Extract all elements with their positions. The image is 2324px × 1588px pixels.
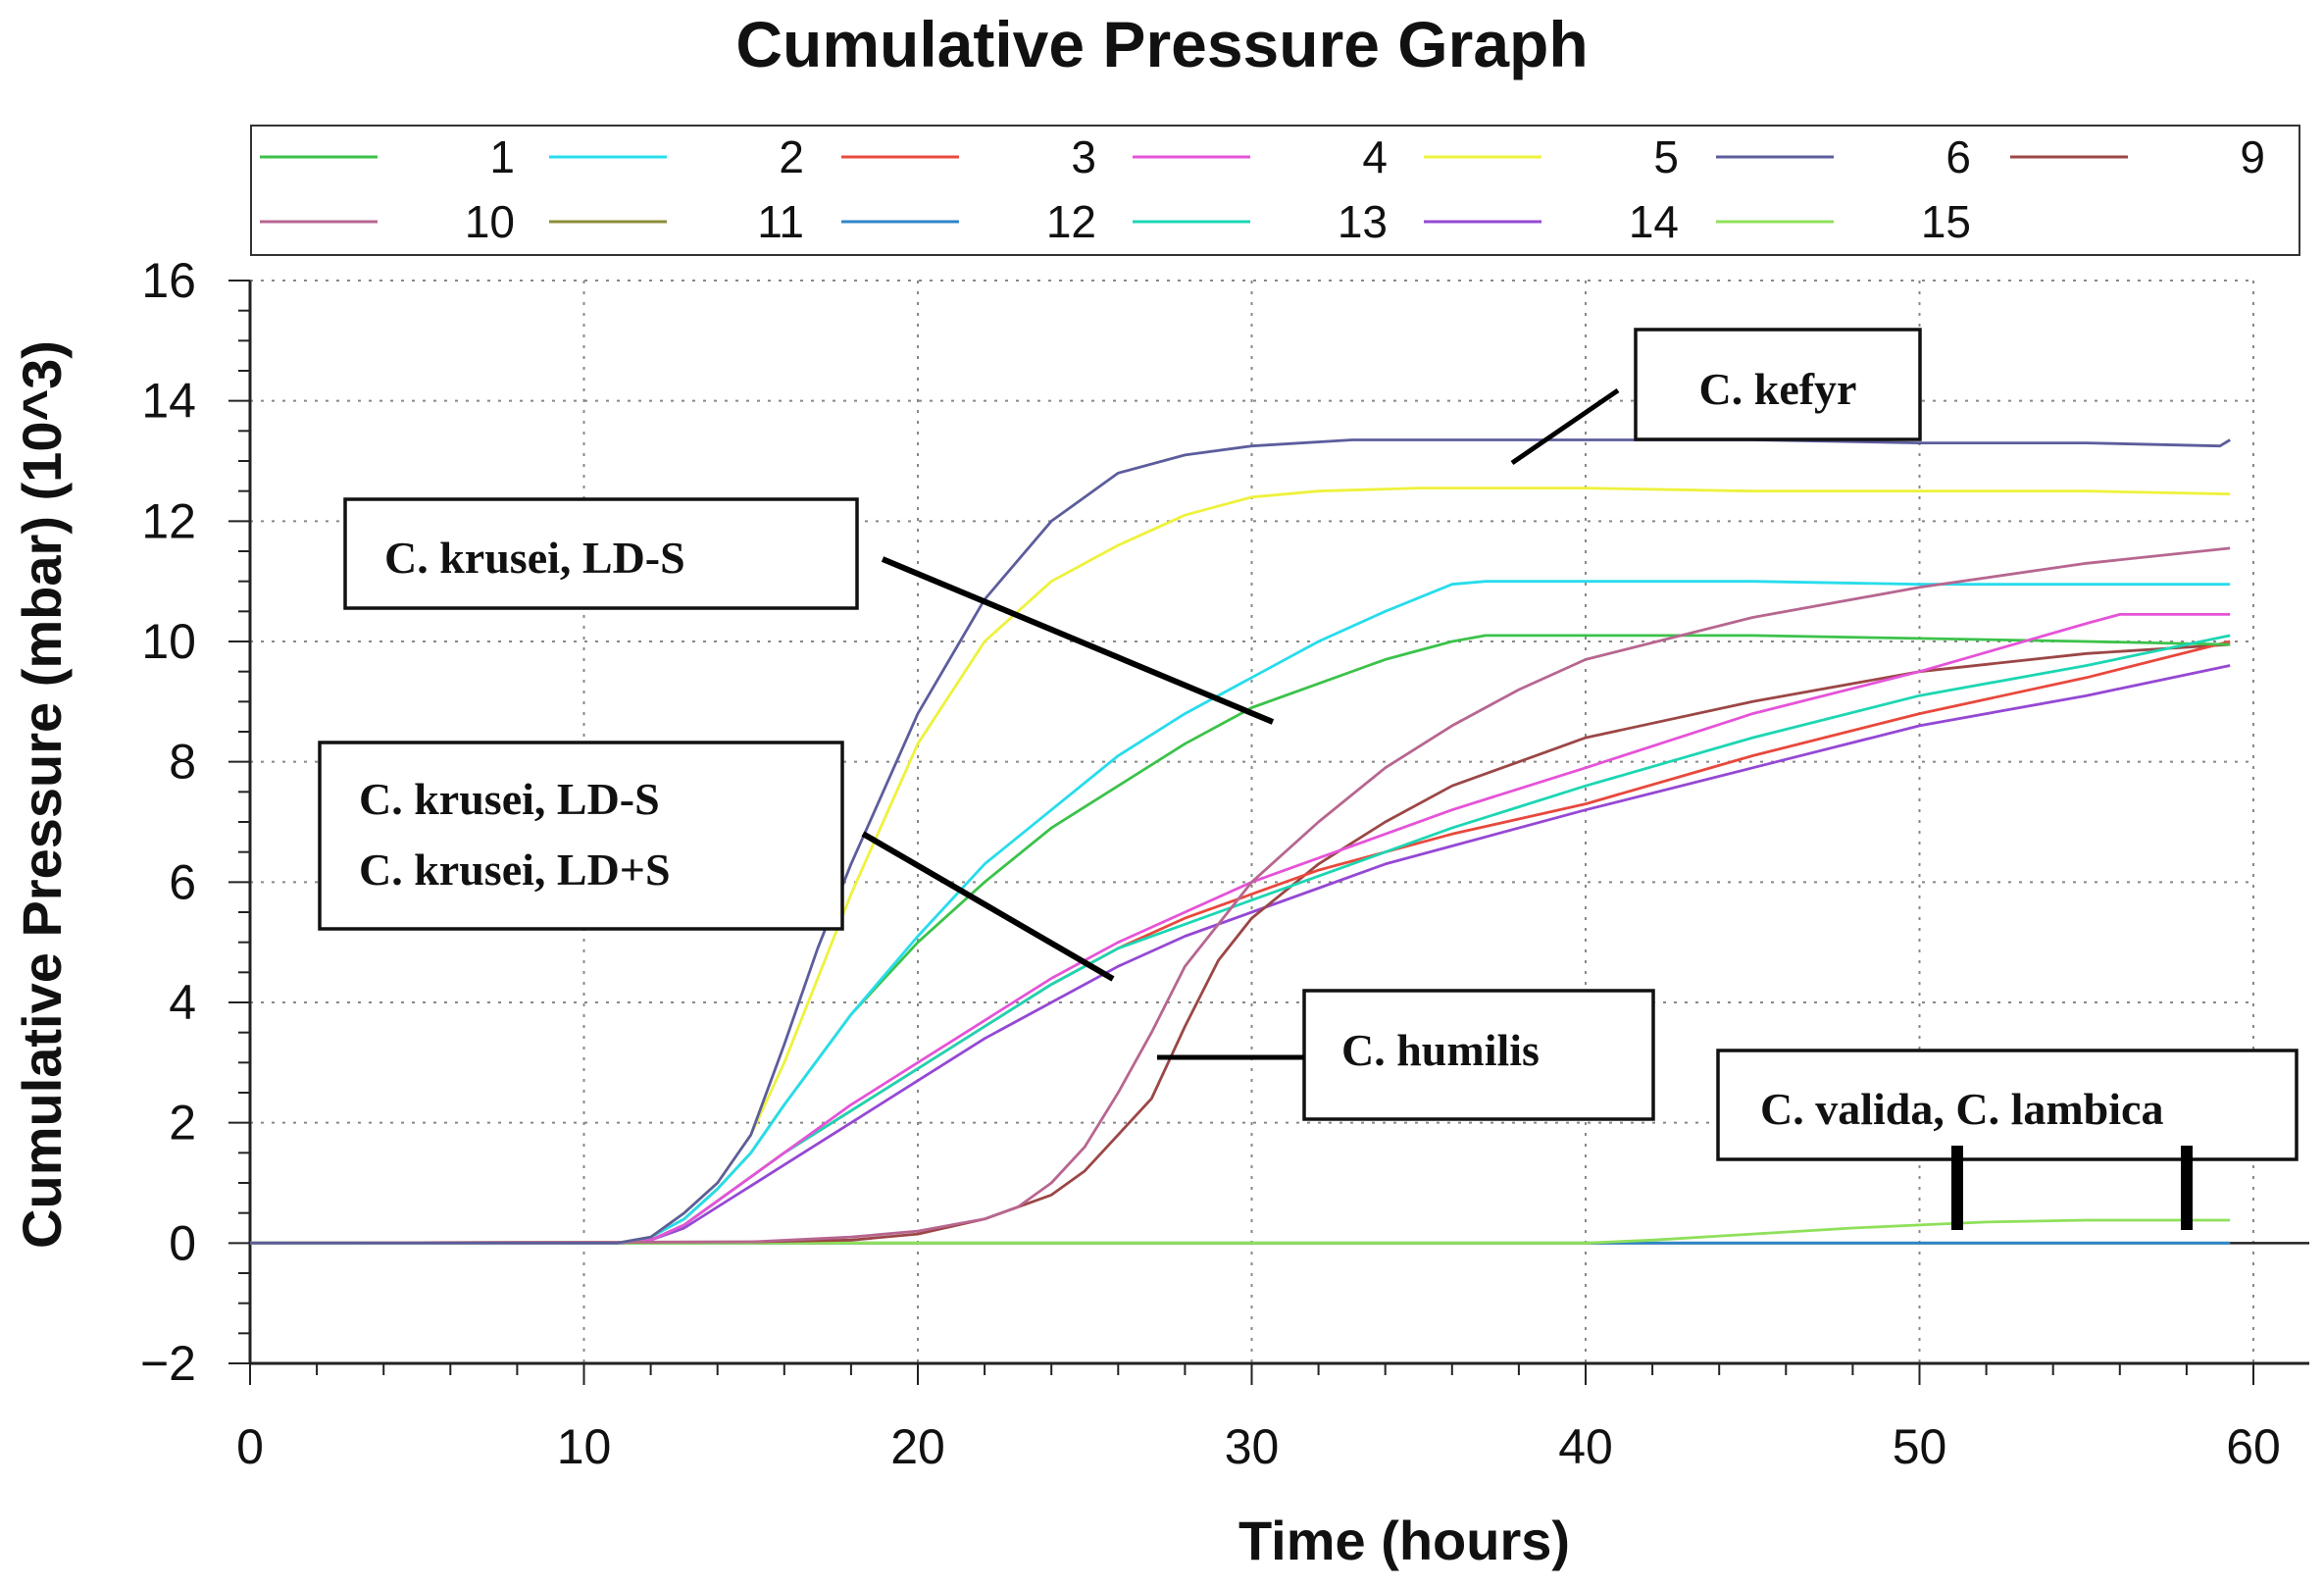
series-line-10 [249, 546, 2231, 1245]
y-tick-label: 2 [169, 1096, 196, 1151]
legend-label-5: 5 [1653, 131, 1679, 182]
annotation-box [343, 497, 859, 610]
annotation-box [1716, 1049, 2299, 1161]
y-tick-label: 12 [141, 493, 196, 548]
legend-label-12: 12 [1046, 196, 1096, 247]
y-axis-label: Cumulative Pressure (mbar) (10^3) [11, 340, 73, 1249]
y-tick-label: 0 [169, 1215, 196, 1270]
x-tick-label: 20 [890, 1419, 945, 1474]
x-axis-label: Time (hours) [1238, 1510, 1570, 1571]
x-tick-label: 60 [2226, 1419, 2281, 1474]
annotation-text: C. krusei, LD+S [359, 845, 671, 895]
annotation-pointer [881, 556, 1275, 725]
legend-box [250, 125, 2300, 256]
y-tick-label: 14 [141, 374, 196, 429]
legend: 1 2 3 4 5 6 910 11 12 13 14 15 [260, 131, 2265, 247]
legend-label-15: 15 [1921, 196, 1971, 247]
annotation-box [1634, 328, 1922, 441]
annotation-pointer [1510, 387, 1620, 466]
annotation-text: C. valida, C. lambica [1760, 1084, 2163, 1134]
x-tick-label: 10 [557, 1419, 612, 1474]
annotations: C. kefyr C. krusei, LD-S C. krusei, LD-S C.… [318, 328, 2299, 1230]
x-tick-label: 30 [1225, 1419, 1280, 1474]
annotation-box [318, 741, 844, 931]
y-tick-label: −2 [140, 1336, 196, 1391]
legend-label-3: 3 [1071, 131, 1096, 182]
series-line-9 [249, 642, 2231, 1245]
chart-title: Cumulative Pressure Graph [735, 8, 1588, 80]
legend-label-11: 11 [757, 196, 804, 247]
x-tick-label: 40 [1558, 1419, 1613, 1474]
series-line-2 [250, 580, 2231, 1245]
series-line-6 [250, 438, 2231, 1245]
series-line-4 [250, 613, 2231, 1245]
legend-label-6: 6 [1945, 131, 1971, 182]
legend-label-4: 4 [1362, 131, 1388, 182]
annotation-text: C. krusei, LD-S [384, 533, 685, 583]
x-tick-label: 0 [236, 1419, 264, 1474]
series-line-15 [250, 1218, 2231, 1245]
y-tick-label: 6 [169, 854, 196, 909]
annotation-text: C. krusei, LD-S [359, 774, 660, 824]
series-line-14 [250, 664, 2231, 1245]
y-tick-label: 8 [169, 735, 196, 790]
x-tick-label: 50 [1893, 1419, 1947, 1474]
legend-label-2: 2 [779, 131, 804, 182]
legend-label-9: 9 [2240, 131, 2265, 182]
series-lines [249, 438, 2231, 1245]
legend-label-14: 14 [1629, 196, 1679, 247]
legend-label-1: 1 [489, 131, 515, 182]
legend-label-10: 10 [465, 196, 515, 247]
ticks: 0 10 20 30 40 50 60 −2 0 2 4 6 8 10 12 14 16 [140, 253, 2281, 1474]
annotation-text: C. humilis [1341, 1025, 1540, 1075]
annotation-text: C. kefyr [1699, 364, 1857, 414]
legend-label-13: 13 [1338, 196, 1388, 247]
y-tick-label: 10 [141, 614, 196, 669]
annotation-pointer [861, 831, 1115, 982]
y-tick-label: 16 [141, 253, 196, 308]
y-tick-label: 4 [169, 975, 196, 1030]
annotation-box [1302, 989, 1655, 1121]
